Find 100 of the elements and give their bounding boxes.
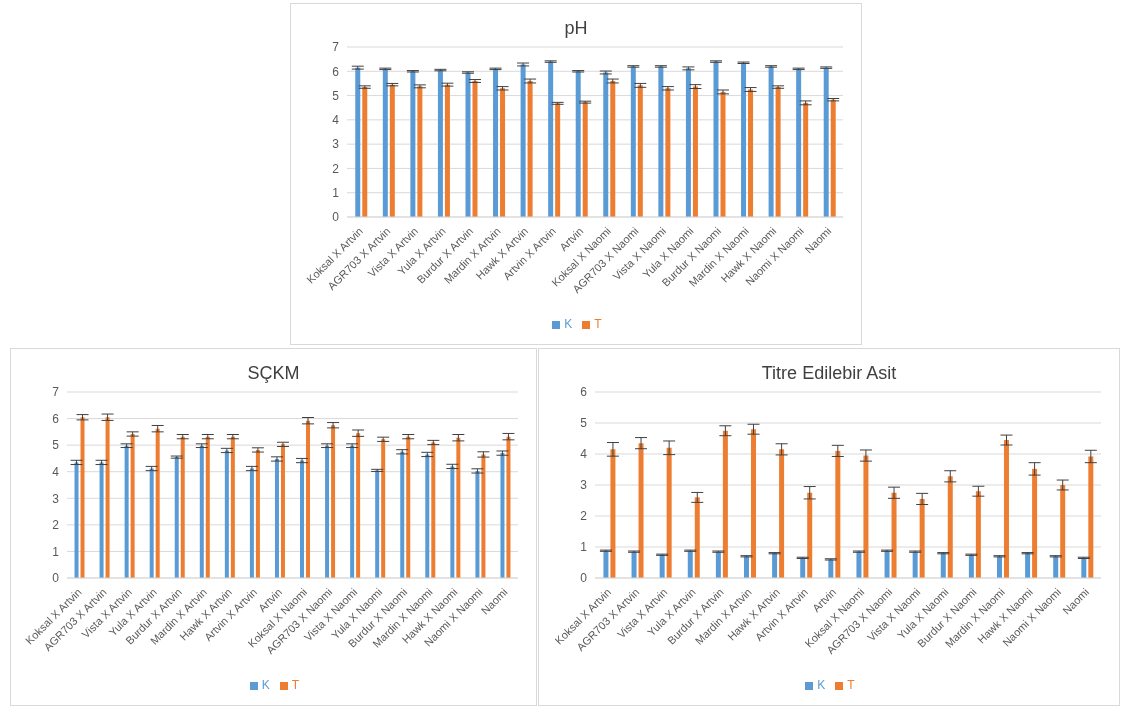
bar xyxy=(835,450,841,578)
bar xyxy=(155,428,160,578)
bar xyxy=(830,99,836,217)
bar xyxy=(768,66,774,217)
bar xyxy=(356,433,361,578)
bar xyxy=(355,67,361,217)
bar xyxy=(205,436,210,578)
bar xyxy=(548,61,554,217)
y-tick-label: 3 xyxy=(580,478,588,493)
bar xyxy=(381,439,386,578)
y-tick-label: 5 xyxy=(332,88,340,103)
bar xyxy=(750,429,756,578)
bar xyxy=(912,551,918,578)
bar xyxy=(410,71,416,217)
bar xyxy=(255,449,260,578)
y-tick-label: 4 xyxy=(332,113,340,128)
bar xyxy=(456,437,461,578)
bar xyxy=(722,430,728,578)
bar xyxy=(884,550,890,578)
bar xyxy=(1088,456,1094,578)
bar xyxy=(500,88,506,217)
bar xyxy=(715,551,721,578)
chart-title: pH xyxy=(563,18,589,39)
bar xyxy=(968,554,974,578)
bar xyxy=(692,86,698,217)
bar xyxy=(500,453,505,578)
bar xyxy=(856,551,862,578)
legend-label: T xyxy=(847,678,855,692)
y-tick-label: 6 xyxy=(580,385,588,400)
bar xyxy=(437,70,443,217)
bar xyxy=(375,470,380,578)
bar xyxy=(659,554,665,578)
chart-title: SÇKM xyxy=(246,363,301,384)
bar xyxy=(230,436,235,578)
bar xyxy=(630,66,636,217)
y-tick-label: 6 xyxy=(52,411,60,426)
bar xyxy=(603,550,609,578)
bar xyxy=(823,67,829,217)
y-tick-label: 3 xyxy=(332,137,340,152)
bar xyxy=(713,61,719,217)
bar xyxy=(472,81,478,217)
bar xyxy=(685,68,691,217)
bar xyxy=(1025,553,1031,578)
bar xyxy=(741,62,747,217)
bar xyxy=(631,551,637,578)
bar xyxy=(450,466,455,578)
y-tick-label: 2 xyxy=(580,509,588,524)
y-tick-label: 2 xyxy=(332,161,340,176)
legend-label: K xyxy=(817,678,826,692)
y-tick-label: 1 xyxy=(52,544,60,559)
bar xyxy=(300,460,305,578)
bar xyxy=(1032,468,1038,578)
bar xyxy=(658,66,664,217)
bar xyxy=(199,445,204,578)
bar xyxy=(940,553,946,578)
bar xyxy=(694,497,700,578)
chart-title: Titre Edilebir Asit xyxy=(760,363,898,384)
bar xyxy=(919,498,925,578)
bar xyxy=(80,417,85,578)
bar xyxy=(638,443,644,578)
bar xyxy=(306,420,311,578)
y-tick-label: 4 xyxy=(52,464,60,479)
bar xyxy=(475,470,480,578)
bar xyxy=(1003,440,1009,578)
bar xyxy=(637,85,643,217)
y-tick-label: 0 xyxy=(580,571,588,586)
bar xyxy=(417,86,423,217)
bar xyxy=(331,425,336,578)
bar xyxy=(444,84,450,217)
bar xyxy=(506,436,511,578)
bar xyxy=(400,451,405,578)
bar xyxy=(520,64,526,217)
bar xyxy=(666,447,672,578)
bar xyxy=(687,550,693,578)
y-tick-label: 0 xyxy=(332,210,340,225)
legend-label: K xyxy=(564,317,573,331)
legend-label: K xyxy=(261,678,270,692)
bar xyxy=(603,72,609,217)
bar xyxy=(775,87,781,217)
bar xyxy=(947,476,953,578)
bar xyxy=(174,457,179,578)
bar xyxy=(1060,485,1066,578)
bar xyxy=(720,91,726,217)
bar xyxy=(493,68,499,217)
bar xyxy=(99,462,104,578)
bar xyxy=(465,72,471,217)
bar xyxy=(274,458,279,578)
bar xyxy=(224,450,229,578)
bar xyxy=(582,102,588,217)
bar xyxy=(527,81,533,217)
bar xyxy=(389,84,395,217)
bar xyxy=(610,449,616,578)
bar xyxy=(105,417,110,578)
bar xyxy=(362,87,368,217)
bar xyxy=(130,433,135,578)
y-tick-label: 1 xyxy=(332,185,340,200)
bar xyxy=(249,468,254,578)
bar xyxy=(555,103,561,217)
bar xyxy=(74,462,79,578)
y-tick-label: 4 xyxy=(580,447,588,462)
